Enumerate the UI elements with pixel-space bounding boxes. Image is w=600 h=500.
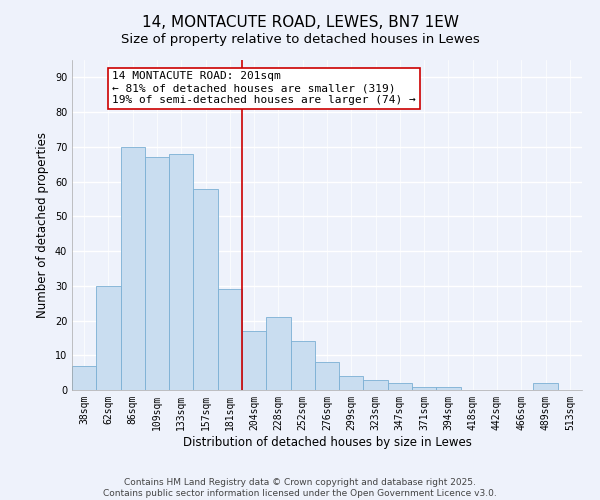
Bar bbox=[72, 366, 96, 390]
Bar bbox=[121, 147, 145, 390]
Bar bbox=[388, 383, 412, 390]
Text: 14, MONTACUTE ROAD, LEWES, BN7 1EW: 14, MONTACUTE ROAD, LEWES, BN7 1EW bbox=[142, 15, 458, 30]
Bar bbox=[145, 158, 169, 390]
Bar bbox=[96, 286, 121, 390]
Bar bbox=[533, 383, 558, 390]
Bar bbox=[339, 376, 364, 390]
Bar bbox=[169, 154, 193, 390]
Text: Contains HM Land Registry data © Crown copyright and database right 2025.
Contai: Contains HM Land Registry data © Crown c… bbox=[103, 478, 497, 498]
Bar bbox=[242, 331, 266, 390]
Bar bbox=[193, 188, 218, 390]
Bar bbox=[364, 380, 388, 390]
X-axis label: Distribution of detached houses by size in Lewes: Distribution of detached houses by size … bbox=[182, 436, 472, 448]
Bar bbox=[218, 290, 242, 390]
Bar bbox=[436, 386, 461, 390]
Bar bbox=[290, 342, 315, 390]
Text: 14 MONTACUTE ROAD: 201sqm
← 81% of detached houses are smaller (319)
19% of semi: 14 MONTACUTE ROAD: 201sqm ← 81% of detac… bbox=[112, 72, 416, 104]
Bar bbox=[315, 362, 339, 390]
Bar bbox=[266, 317, 290, 390]
Bar bbox=[412, 386, 436, 390]
Y-axis label: Number of detached properties: Number of detached properties bbox=[36, 132, 49, 318]
Text: Size of property relative to detached houses in Lewes: Size of property relative to detached ho… bbox=[121, 32, 479, 46]
